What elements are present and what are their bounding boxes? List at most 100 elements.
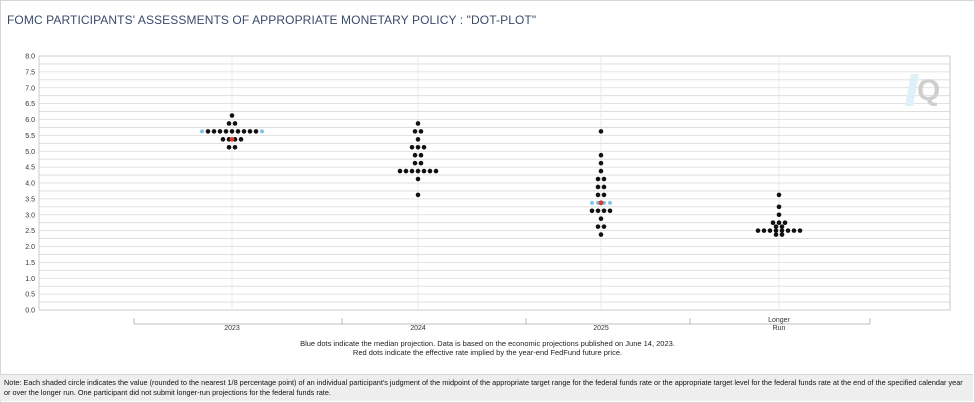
- y-tick-label: 5.0: [25, 149, 35, 156]
- note-text: Note: Each shaded circle indicates the v…: [4, 378, 963, 397]
- participant-dot: [598, 168, 604, 174]
- implied-rate-dot: [229, 136, 235, 142]
- participant-dot: [409, 144, 415, 150]
- participant-dot: [205, 129, 211, 134]
- category-label: 2024: [410, 325, 426, 332]
- participant-dot: [412, 152, 418, 158]
- participant-dot: [601, 192, 607, 198]
- participant-dot: [791, 228, 797, 233]
- chart-footnote: Blue dots indicate the median projection…: [0, 339, 975, 357]
- category-label: Longer: [768, 317, 790, 324]
- participant-dot: [598, 216, 604, 222]
- participant-dot: [247, 129, 253, 134]
- participant-dot: [241, 129, 247, 134]
- participant-dot: [776, 192, 782, 198]
- participant-dot: [403, 168, 409, 174]
- participant-dot: [601, 184, 607, 190]
- participant-dot: [755, 228, 761, 233]
- median-dot: [590, 200, 594, 205]
- participant-dot: [770, 220, 776, 225]
- participant-dot: [761, 228, 767, 233]
- implied-rate-dot: [598, 200, 604, 206]
- participant-dot: [601, 208, 607, 214]
- participant-dot: [232, 121, 238, 126]
- participant-dot: [415, 137, 421, 142]
- participant-dot: [397, 168, 403, 174]
- participant-dot: [217, 129, 223, 134]
- participant-dot: [232, 144, 238, 150]
- participant-dot: [785, 228, 791, 233]
- participant-dot: [229, 129, 235, 134]
- category-label: Run: [773, 325, 786, 332]
- participant-dot: [211, 129, 217, 134]
- participant-dot: [421, 168, 427, 174]
- y-tick-label: 4.5: [25, 165, 35, 172]
- dot-plot-chart: 0.0 0.5 1.0 1.5 2.0 2.5 3.0 3.5 4.0 4.5 5.0 5.5 6.0 6…: [25, 54, 951, 332]
- median-dot: [608, 200, 612, 205]
- participant-dot: [415, 144, 421, 150]
- y-tick-label: 3.5: [25, 196, 35, 203]
- participant-dot: [415, 176, 421, 182]
- y-tick-label: 0.5: [25, 292, 35, 299]
- participant-dot: [607, 208, 613, 214]
- participant-dot: [412, 129, 418, 134]
- participant-dot: [595, 208, 601, 214]
- participant-dot: [779, 224, 785, 229]
- y-tick-label: 5.5: [25, 133, 35, 140]
- y-tick-label: 8.0: [25, 54, 35, 61]
- participant-dot: [415, 192, 421, 198]
- participant-dot: [776, 220, 782, 225]
- category-label: 2023: [224, 325, 240, 332]
- participant-dot: [595, 184, 601, 190]
- y-tick-label: 7.5: [25, 69, 35, 76]
- participant-dot: [773, 232, 779, 237]
- q-logo-icon: Q: [905, 74, 940, 107]
- plot-area-border: [38, 55, 951, 311]
- y-tick-label: 0.0: [25, 308, 35, 315]
- participant-dot: [235, 129, 241, 134]
- participant-dot: [421, 144, 427, 150]
- participant-dot: [598, 152, 604, 158]
- participant-dot: [427, 168, 433, 174]
- participant-dot: [767, 228, 773, 233]
- participant-dot: [595, 192, 601, 198]
- participant-dot: [226, 144, 232, 150]
- participant-dot: [779, 232, 785, 237]
- footnote-median: Blue dots indicate the median projection…: [300, 339, 675, 348]
- participant-dot: [598, 232, 604, 237]
- participant-dot: [598, 160, 604, 166]
- participant-dot: [229, 113, 235, 118]
- participant-dot: [238, 137, 244, 142]
- participant-dot: [415, 168, 421, 174]
- median-dot: [200, 129, 204, 134]
- participant-dot: [601, 224, 607, 229]
- footnote-implied: Red dots indicate the effective rate imp…: [352, 348, 623, 357]
- participant-dot: [589, 208, 595, 214]
- participant-dot: [418, 152, 424, 158]
- y-tick-label: 7.0: [25, 85, 35, 92]
- participant-dot: [412, 160, 418, 166]
- participant-dot: [418, 129, 424, 134]
- note-box: Note: Each shaded circle indicates the v…: [0, 374, 973, 401]
- participant-dot: [409, 168, 415, 174]
- participant-dot: [220, 137, 226, 142]
- y-tick-label: 2.0: [25, 244, 35, 251]
- participant-dot: [253, 129, 259, 134]
- y-tick-label: 2.5: [25, 228, 35, 235]
- participant-dot: [773, 228, 779, 233]
- participant-dot: [418, 160, 424, 166]
- participant-dot: [226, 121, 232, 126]
- q-logo-letter: Q: [917, 74, 940, 107]
- participant-dot: [595, 176, 601, 182]
- participant-dot: [601, 176, 607, 182]
- participant-dot: [782, 220, 788, 225]
- median-dot: [260, 129, 264, 134]
- participant-dot: [595, 224, 601, 229]
- y-tick-label: 1.0: [25, 276, 35, 283]
- participant-dot: [779, 228, 785, 233]
- participant-dot: [776, 204, 782, 210]
- y-tick-label: 1.5: [25, 260, 35, 267]
- participant-dot: [223, 129, 229, 134]
- y-tick-label: 3.0: [25, 212, 35, 219]
